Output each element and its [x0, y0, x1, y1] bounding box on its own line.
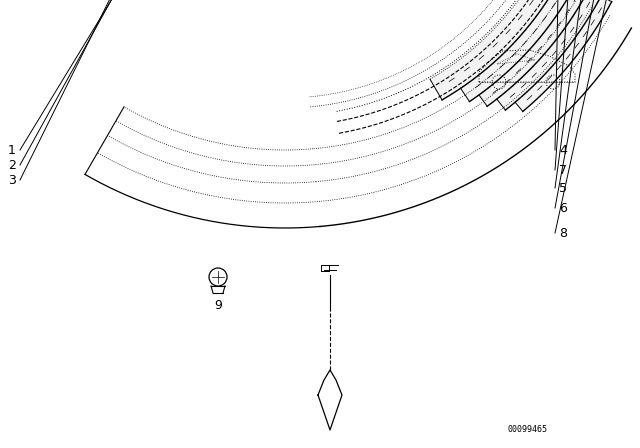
Polygon shape: [479, 0, 589, 106]
Text: 9: 9: [214, 299, 222, 312]
Text: 3: 3: [8, 173, 16, 186]
Polygon shape: [515, 0, 612, 112]
Text: 6: 6: [559, 202, 567, 215]
Text: 8: 8: [559, 227, 567, 240]
Text: 7: 7: [559, 164, 567, 177]
Polygon shape: [497, 0, 601, 110]
Polygon shape: [430, 0, 570, 100]
Polygon shape: [461, 0, 577, 102]
Text: 00099465: 00099465: [507, 425, 547, 434]
Text: 2: 2: [8, 159, 16, 172]
Text: 5: 5: [559, 181, 567, 194]
Text: 4: 4: [559, 143, 567, 156]
Text: 1: 1: [8, 143, 16, 156]
